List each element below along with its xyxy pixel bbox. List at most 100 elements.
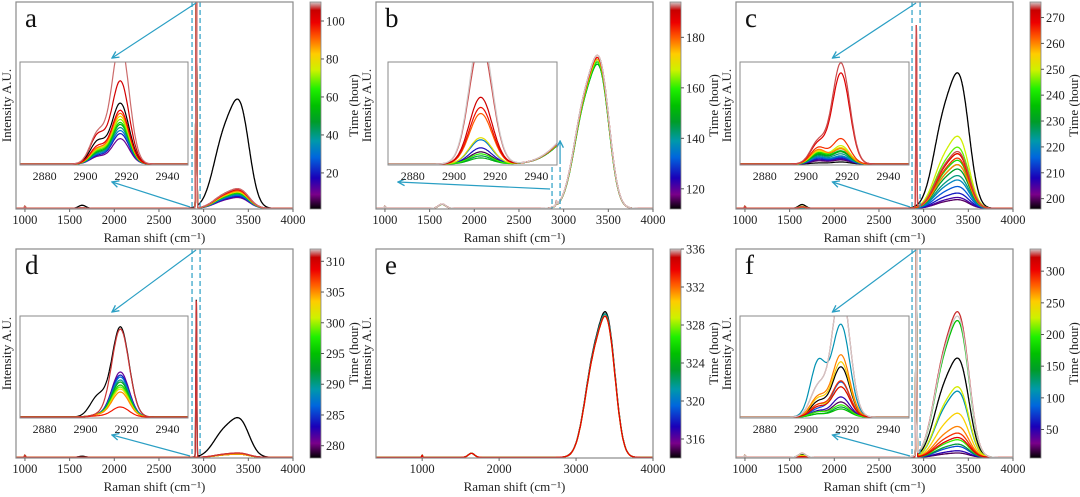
colorbar: [1029, 1, 1042, 210]
x-axis-label: Raman shift (cm⁻¹): [464, 230, 566, 245]
colorbar-tick-label: 200: [1046, 192, 1065, 206]
inset-x-tick-label: 2900: [442, 169, 466, 183]
colorbar-tick-label: 230: [1046, 115, 1065, 129]
inset-f: 2880 2900 2920 2940: [739, 315, 910, 436]
colorbar-tick-label: 250: [1046, 63, 1065, 77]
inset-x-tick-label: 2880: [401, 169, 425, 183]
colorbar-tick-label: 20: [326, 166, 339, 180]
spectrum-line-t335: [736, 249, 1013, 458]
x-axis-label: Raman shift (cm⁻¹): [104, 479, 206, 494]
inset-x-tick-label: 2940: [876, 169, 900, 183]
colorbar-tick-label: 160: [686, 81, 705, 95]
x-tick-label: 1000: [372, 213, 397, 227]
inset-x-tick-label: 2940: [156, 422, 180, 436]
colorbar-tick-label: 280: [326, 439, 345, 453]
spectrum-line-t334: [376, 315, 653, 458]
inset-x-tick-label: 2940: [524, 169, 548, 183]
x-tick-label: 3500: [956, 462, 981, 476]
colorbar-tick-label: 260: [1046, 37, 1065, 51]
x-tick-label: 4000: [1001, 213, 1026, 227]
x-tick-label: 2500: [146, 213, 171, 227]
axes-frame: [735, 1, 1014, 210]
inset-x-tick-label: 2940: [876, 422, 900, 436]
inset-x-tick-label: 2880: [33, 422, 57, 436]
zoom-arrow-left: [398, 182, 551, 190]
colorbar-tick-label: 336: [686, 243, 705, 257]
colorbar-label: Time (hour): [706, 322, 721, 385]
x-tick-label: 3500: [956, 213, 981, 227]
colorbar: [669, 248, 682, 459]
colorbar-tick-label: 270: [1046, 11, 1065, 25]
spectrum-line-t194: [376, 54, 653, 209]
x-tick-label: 3000: [551, 213, 576, 227]
colorbar: [669, 1, 682, 210]
panel-label: d: [25, 250, 39, 280]
y-axis-label: Intensity A.U.: [0, 69, 14, 142]
x-tick-label: 1500: [777, 213, 802, 227]
panel-c: 1000 1500 2000 2500 3000 3500 4000 Raman shift …: [719, 1, 1080, 245]
x-tick-label: 4000: [641, 213, 666, 227]
colorbar-tick-label: 80: [326, 52, 339, 66]
x-tick-label: 1000: [410, 462, 435, 476]
inset-x-tick-label: 2940: [156, 169, 180, 183]
x-tick-label: 2000: [102, 462, 127, 476]
colorbar-tick-label: 50: [1046, 423, 1059, 437]
panel-label: e: [385, 250, 397, 280]
x-axis-label: Raman shift (cm⁻¹): [104, 230, 206, 245]
x-tick-label: 3500: [596, 213, 621, 227]
spectrum-line-t311: [16, 300, 293, 458]
zoom-arrow-top: [833, 249, 917, 312]
colorbar-tick-label: 150: [1046, 360, 1065, 374]
colorbar-tick-label: 120: [686, 182, 705, 196]
inset-line-t108: [20, 62, 188, 165]
colorbar-label: Time (hour): [346, 322, 361, 385]
inset-line-t311: [20, 328, 188, 418]
zoom-arrow-bottom: [833, 435, 911, 457]
x-axis-label: Raman shift (cm⁻¹): [824, 479, 926, 494]
colorbar: [309, 248, 322, 459]
panel-f: 1000 1500 2000 2500 3000 3500 4000 Raman shift …: [719, 248, 1080, 494]
colorbar-tick-label: 60: [326, 90, 339, 104]
x-tick-label: 2000: [462, 213, 487, 227]
series-group: [16, 299, 293, 458]
colorbar-tick-label: 300: [326, 316, 345, 330]
panel-d: 1000 1500 2000 2500 3000 3500 4000 Raman shift …: [0, 248, 361, 494]
spectrum-line-t274: [736, 24, 1013, 209]
colorbar-tick-label: 316: [686, 433, 705, 447]
zoom-arrow-bottom: [112, 435, 191, 457]
panel-label: b: [385, 3, 399, 33]
inset-a: 2880 2900 2920 2940: [19, 61, 189, 183]
inset-frame: [739, 315, 910, 419]
series-group: [736, 249, 1013, 458]
panel-label: f: [745, 250, 754, 280]
inset-x-tick-label: 2880: [753, 169, 777, 183]
y-axis-label: Intensity A.U.: [719, 69, 734, 142]
x-tick-label: 1500: [417, 213, 442, 227]
zoom-arrow-bottom: [833, 182, 911, 208]
colorbar-tick-label: 100: [1046, 391, 1065, 405]
series-group: [376, 54, 653, 209]
colorbar-tick-label: 250: [1046, 296, 1065, 310]
colorbar: [1029, 248, 1042, 459]
colorbar-tick-label: 200: [1046, 328, 1065, 342]
colorbar-tick-label: 100: [326, 14, 345, 28]
inset-series-group: [740, 62, 909, 165]
inset-frame: [387, 61, 558, 166]
x-tick-label: 3000: [191, 213, 216, 227]
panel-a: 1000 1500 2000 2500 3000 3500 4000 Raman shift …: [0, 1, 361, 245]
colorbar-tick-label: 180: [686, 31, 705, 45]
colorbar-tick-label: 310: [326, 255, 345, 269]
axes-frame: [375, 248, 654, 459]
x-tick-label: 3000: [911, 462, 936, 476]
spectrum-line-t314: [376, 311, 653, 458]
x-tick-label: 2500: [866, 462, 891, 476]
colorbar: [309, 1, 322, 210]
inset-x-tick-label: 2920: [835, 422, 859, 436]
inset-x-tick-label: 2900: [74, 169, 98, 183]
colorbar-tick-label: 140: [686, 132, 705, 146]
series-group: [16, 2, 293, 209]
inset-x-tick-label: 2920: [835, 169, 859, 183]
x-tick-label: 4000: [281, 213, 306, 227]
axes-frame: [735, 248, 1014, 459]
axes-frame: [15, 1, 294, 210]
